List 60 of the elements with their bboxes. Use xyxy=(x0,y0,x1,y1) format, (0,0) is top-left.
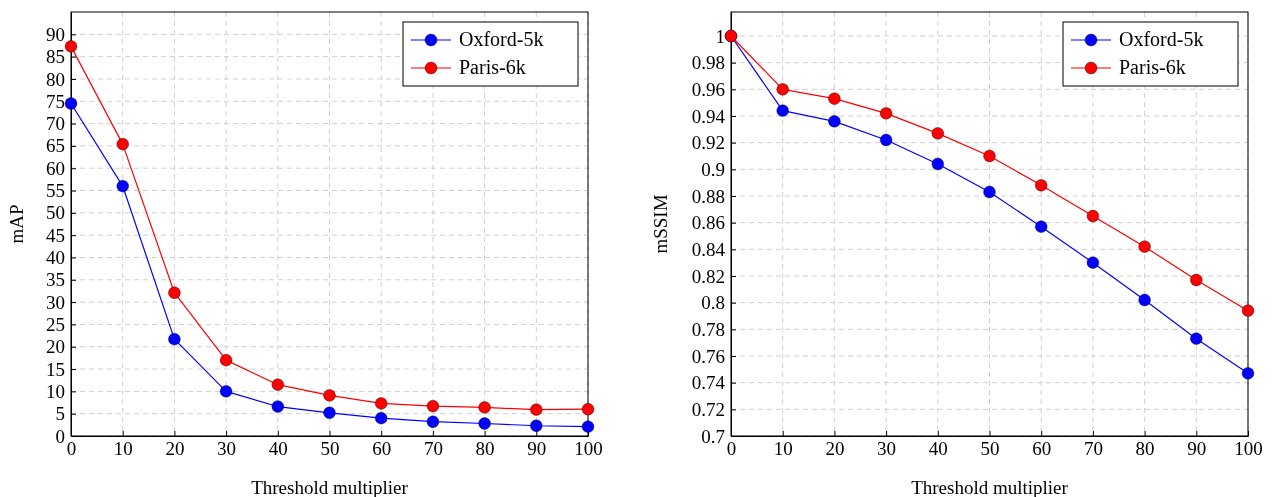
y-axis-title: mSSIM xyxy=(650,194,671,254)
x-tick-label: 80 xyxy=(475,438,495,460)
x-tick-label: 50 xyxy=(980,438,1000,460)
x-tick-label: 40 xyxy=(928,438,948,460)
y-tick-label: 0.8 xyxy=(701,292,725,314)
x-tick-label: 100 xyxy=(574,438,603,460)
x-tick-label: 50 xyxy=(320,438,340,460)
y-tick-label: 1 xyxy=(715,25,725,47)
y-tick-label: 0.92 xyxy=(691,132,725,154)
y-tick-label: 0.84 xyxy=(691,238,726,260)
y-tick-label: 35 xyxy=(46,269,65,291)
x-tick-label: 90 xyxy=(1187,438,1207,460)
y-tick-label: 0.74 xyxy=(691,372,726,394)
y-tick-label: 0.98 xyxy=(691,52,725,74)
x-tick-label: 40 xyxy=(268,438,288,460)
legend-label: Paris-6k xyxy=(1119,56,1186,78)
y-tick-label: 45 xyxy=(46,224,65,246)
x-tick-label: 30 xyxy=(877,438,897,460)
x-tick-label: 80 xyxy=(1135,438,1155,460)
legend-label: Paris-6k xyxy=(459,56,526,78)
y-tick-label: 40 xyxy=(46,247,65,269)
x-tick-label: 90 xyxy=(527,438,547,460)
y-tick-label: 55 xyxy=(46,180,65,202)
y-axis-title: mAP xyxy=(6,204,27,244)
y-tick-label: 65 xyxy=(46,135,65,157)
y-tick-label: 0.82 xyxy=(691,265,725,287)
y-tick-label: 25 xyxy=(46,314,65,335)
y-tick-label: 30 xyxy=(46,291,65,313)
y-tick-label: 0.96 xyxy=(691,78,725,100)
y-tick-label: 75 xyxy=(46,90,65,112)
x-tick-label: 70 xyxy=(1083,438,1103,460)
y-tick-label: 0.94 xyxy=(691,105,726,127)
legend-label: Oxford-5k xyxy=(1119,28,1204,50)
y-tick-label: 5 xyxy=(55,403,65,425)
x-tick-label: 100 xyxy=(1234,438,1263,460)
y-tick-label: 70 xyxy=(46,113,65,135)
x-tick-label: 60 xyxy=(372,438,392,460)
x-tick-label: 70 xyxy=(423,438,443,460)
y-tick-label: 15 xyxy=(46,358,65,380)
y-tick-label: 0.86 xyxy=(691,212,725,234)
y-tick-label: 0.76 xyxy=(691,345,725,367)
y-tick-label: 0.72 xyxy=(691,398,725,420)
y-tick-label: 90 xyxy=(46,23,65,45)
y-tick-label: 10 xyxy=(46,380,65,402)
x-tick-label: 10 xyxy=(113,438,133,460)
y-tick-label: 50 xyxy=(46,202,65,224)
x-tick-label: 10 xyxy=(773,438,793,460)
legend-label: Oxford-5k xyxy=(459,28,544,50)
x-tick-label: 30 xyxy=(217,438,237,460)
y-tick-label: 80 xyxy=(46,68,65,90)
x-tick-label: 20 xyxy=(825,438,845,460)
y-tick-label: 20 xyxy=(46,336,65,358)
y-tick-label: 85 xyxy=(46,46,65,68)
y-tick-label: 0.7 xyxy=(701,425,725,447)
y-tick-label: 0.9 xyxy=(701,158,725,180)
x-tick-label: 20 xyxy=(165,438,185,460)
y-tick-label: 60 xyxy=(46,157,65,179)
y-tick-label: 0.78 xyxy=(691,318,725,340)
y-tick-label: 0.88 xyxy=(691,185,725,207)
x-tick-label: 60 xyxy=(1032,438,1052,460)
